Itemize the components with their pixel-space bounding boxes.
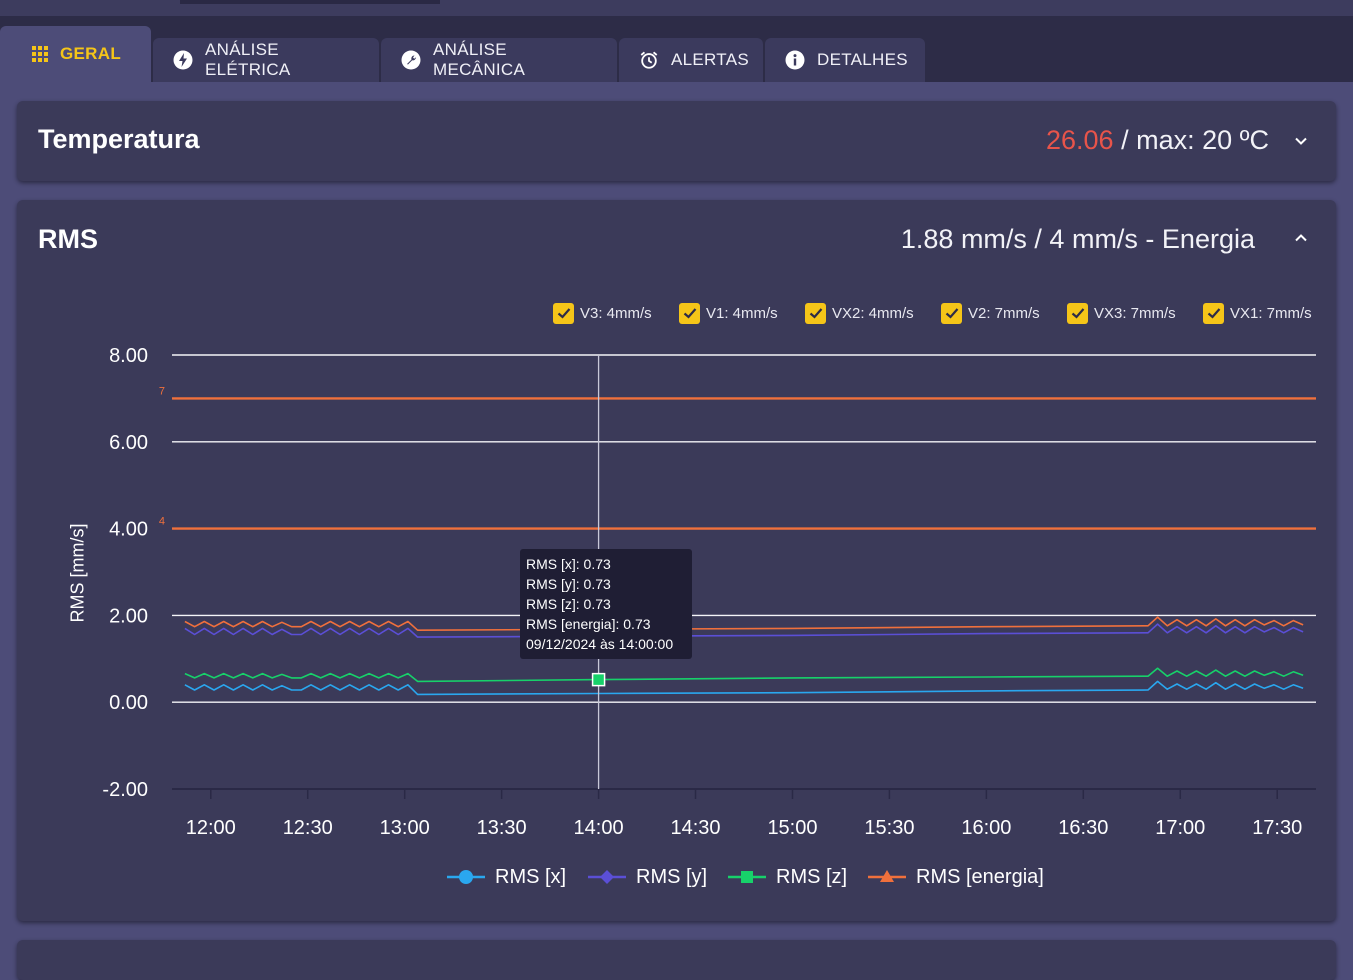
threshold-checkbox[interactable]: V2: 7mm/s [941,300,1040,326]
legend-label: RMS [x] [495,865,567,888]
checkbox-checked-icon [1203,302,1224,324]
series-line [184,680,1304,696]
tab-label: ANÁLISE ELÉTRICA [205,40,291,79]
threshold-label: V3: 4mm/s [580,304,652,322]
wrench-icon [401,50,421,70]
tab-label: GERAL [60,44,121,63]
chevron-up-icon[interactable] [1294,231,1308,245]
lightning-icon [173,50,193,70]
triangle-marker-icon [868,870,906,882]
x-tick-label: 14:00 [574,817,624,839]
temperature-reading: 26.06 / max: 20 ºC [1046,125,1269,156]
checkbox-checked-icon [805,302,826,324]
tab-geral[interactable]: GERAL [0,26,151,82]
threshold-checkbox[interactable]: VX1: 7mm/s [1203,300,1312,326]
checkbox-checked-icon [553,302,574,324]
temperature-limit: / max: 20 ºC [1113,125,1269,155]
hover-point-marker [591,672,606,687]
tab-detalhes[interactable]: DETALHES [765,38,925,82]
chart-tooltip: RMS [x]: 0.73 RMS [y]: 0.73 RMS [z]: 0.7… [520,549,692,659]
legend-item-rms-energia[interactable]: RMS [energia] [868,862,1044,892]
checkbox-checked-icon [1067,302,1088,324]
series-line [184,616,1304,632]
legend-item-rms-y[interactable]: RMS [y] [588,862,707,892]
x-tick-label: 14:30 [670,817,720,839]
y-axis-label: RMS [mm/s] [67,523,88,623]
chevron-down-icon[interactable] [1294,134,1308,148]
threshold-label: V2: 7mm/s [968,304,1040,322]
alarm-clock-icon [639,50,659,70]
x-tick-label: 13:30 [477,817,527,839]
tab-bar: GERAL ANÁLISE ELÉTRICA ANÁLISE MECÂNICA … [0,26,927,82]
threshold-label: VX3: 7mm/s [1094,304,1176,322]
temperature-panel[interactable]: Temperatura 26.06 / max: 20 ºC [17,101,1336,181]
circle-marker-icon [447,870,485,884]
x-tick-label: 12:00 [186,817,236,839]
legend-label: RMS [y] [636,865,708,888]
series-line [184,623,1304,638]
x-tick-label: 16:30 [1058,817,1108,839]
tooltip-timestamp: 09/12/2024 às 14:00:00 [526,636,674,652]
y-tick-label: 4.00 [109,519,148,541]
threshold-label: VX2: 4mm/s [832,304,914,322]
y-tick-label: 2.00 [109,605,148,627]
x-tick-label: 13:00 [380,817,430,839]
tooltip-line: RMS [x]: 0.73 [526,556,611,572]
next-panel[interactable] [17,940,1336,980]
rms-chart[interactable]: 8.00 6.00 4.00 2.00 0.00 -2.00 12:00 12:30 13:00… [0,0,1353,958]
header-strip [0,0,1353,16]
x-tick-label: 16:00 [961,817,1011,839]
tooltip-line: RMS [y]: 0.73 [526,576,611,592]
tab-label: DETALHES [817,50,908,69]
legend-label: RMS [energia] [916,865,1044,888]
x-tick-label: 15:00 [767,817,817,839]
threshold-checkbox-row: V3: 4mm/s V1: 4mm/s VX2: 4mm/s V2: 7mm/s… [0,300,1320,326]
checkbox-checked-icon [679,302,700,324]
threshold-checkbox[interactable]: V1: 4mm/s [679,300,778,326]
x-tick-label: 12:30 [283,817,333,839]
tooltip-line: RMS [energia]: 0.73 [526,616,651,632]
square-marker-icon [728,871,766,883]
legend-item-rms-x[interactable]: RMS [x] [447,862,566,892]
panel-title: RMS [38,224,98,254]
threshold-checkbox[interactable]: VX3: 7mm/s [1067,300,1176,326]
diamond-marker-icon [588,870,626,884]
rms-summary: 1.88 mm/s / 4 mm/s - Energia [900,224,1255,254]
x-tick-label: 17:00 [1155,817,1205,839]
x-tick-label: 15:30 [864,817,914,839]
tab-analise-eletrica[interactable]: ANÁLISE ELÉTRICA [153,38,379,82]
threshold-label: 4 [159,516,165,528]
tab-label: ANÁLISE MECÂNICA [433,40,526,79]
x-tick-label: 17:30 [1252,817,1302,839]
threshold-label: 7 [159,385,165,397]
threshold-checkbox[interactable]: V3: 4mm/s [553,300,652,326]
series-line [184,667,1304,683]
grid-icon [30,44,50,64]
threshold-label: V1: 4mm/s [706,304,778,322]
series-legend: RMS [x] RMS [y] RMS [z] RMS [energia] [0,862,1353,892]
tab-alertas[interactable]: ALERTAS [619,38,763,82]
tab-analise-mecanica[interactable]: ANÁLISE MECÂNICA [381,38,617,82]
y-tick-label: -2.00 [102,779,148,801]
y-tick-label: 8.00 [109,345,148,367]
legend-item-rms-z[interactable]: RMS [z] [728,862,847,892]
tooltip-line: RMS [z]: 0.73 [526,596,611,612]
y-tick-label: 0.00 [109,692,148,714]
threshold-label: VX1: 7mm/s [1230,304,1312,322]
checkbox-checked-icon [941,302,962,324]
threshold-checkbox[interactable]: VX2: 4mm/s [805,300,914,326]
header-strip-shadow [180,0,440,4]
temperature-value: 26.06 [1046,125,1114,155]
y-tick-label: 6.00 [109,432,148,454]
info-icon [785,50,805,70]
tab-label: ALERTAS [671,50,750,69]
panel-title: Temperatura [38,124,200,154]
legend-label: RMS [z] [776,865,848,888]
